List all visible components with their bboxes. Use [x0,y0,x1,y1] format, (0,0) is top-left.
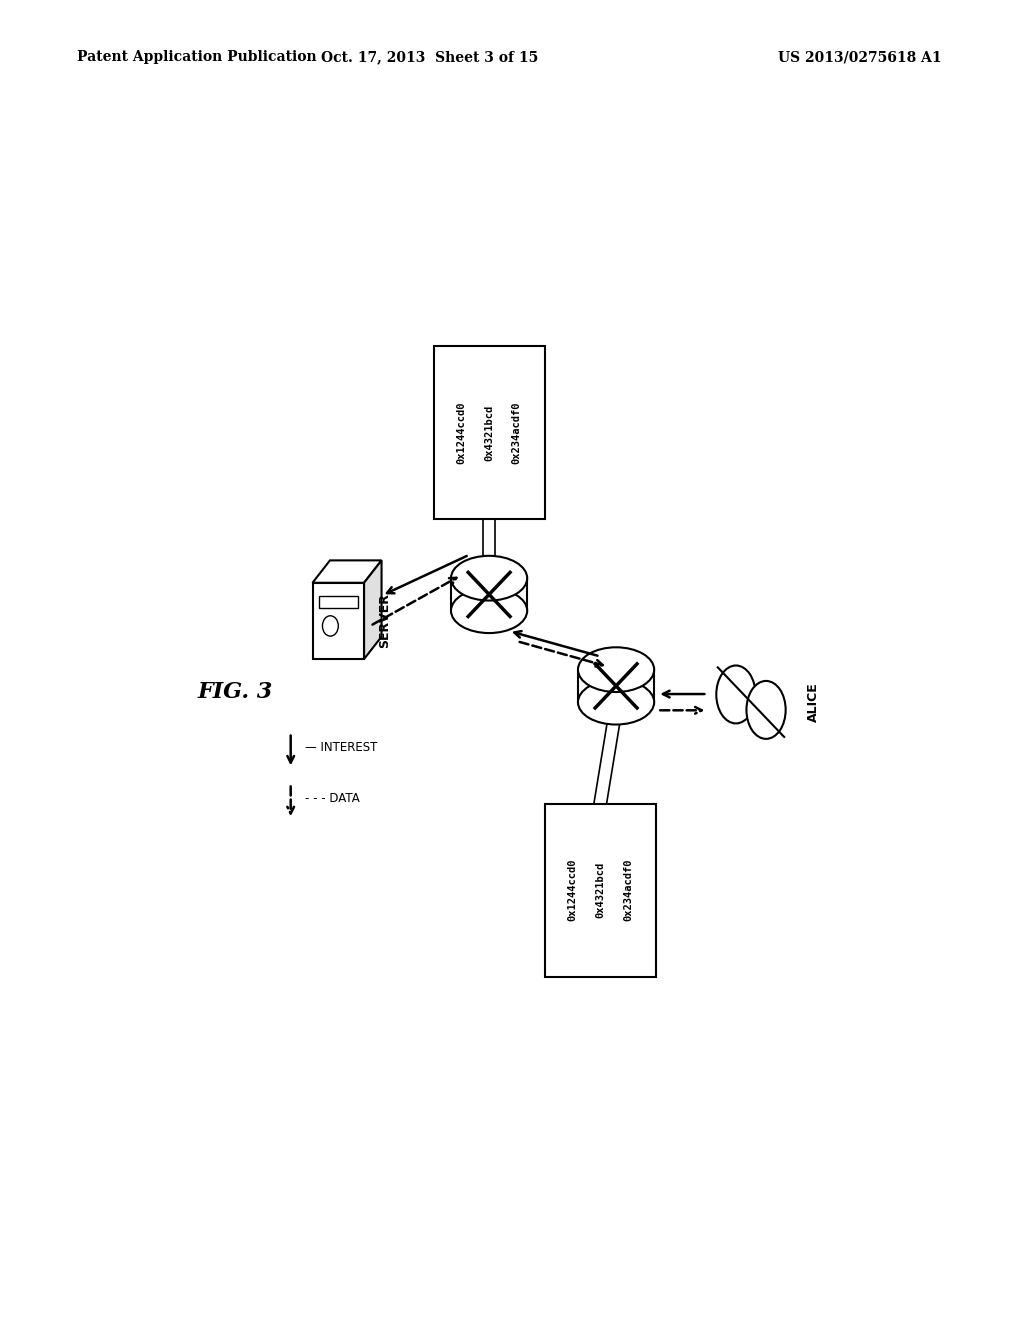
Text: SERVER: SERVER [378,594,391,648]
Bar [451,568,527,622]
Text: 0x1244ccd0: 0x1244ccd0 [567,859,578,921]
Text: US 2013/0275618 A1: US 2013/0275618 A1 [778,50,942,65]
Text: Oct. 17, 2013  Sheet 3 of 15: Oct. 17, 2013 Sheet 3 of 15 [322,50,539,65]
Text: ALICE: ALICE [807,682,819,722]
Ellipse shape [578,647,654,692]
Polygon shape [365,561,382,659]
Text: FIG. 3: FIG. 3 [198,681,272,704]
Circle shape [323,615,338,636]
Ellipse shape [717,665,756,723]
Text: — INTEREST: — INTEREST [305,742,378,755]
Ellipse shape [451,589,527,634]
Ellipse shape [578,680,654,725]
Text: Patent Application Publication: Patent Application Publication [77,50,316,65]
Bar [545,804,655,977]
Text: - - - DATA: - - - DATA [305,792,359,805]
Text: 0x4321bcd: 0x4321bcd [595,862,605,919]
Text: 0x234acdf0: 0x234acdf0 [623,859,633,921]
Ellipse shape [451,556,527,601]
Text: 0x1244ccd0: 0x1244ccd0 [457,401,466,465]
Text: 0x4321bcd: 0x4321bcd [484,405,495,461]
Ellipse shape [746,681,785,739]
Text: 0x234acdf0: 0x234acdf0 [512,401,522,465]
Bar [433,346,545,519]
Bar [312,582,365,659]
Bar [578,659,654,713]
Bar [318,595,357,609]
Polygon shape [312,561,382,582]
